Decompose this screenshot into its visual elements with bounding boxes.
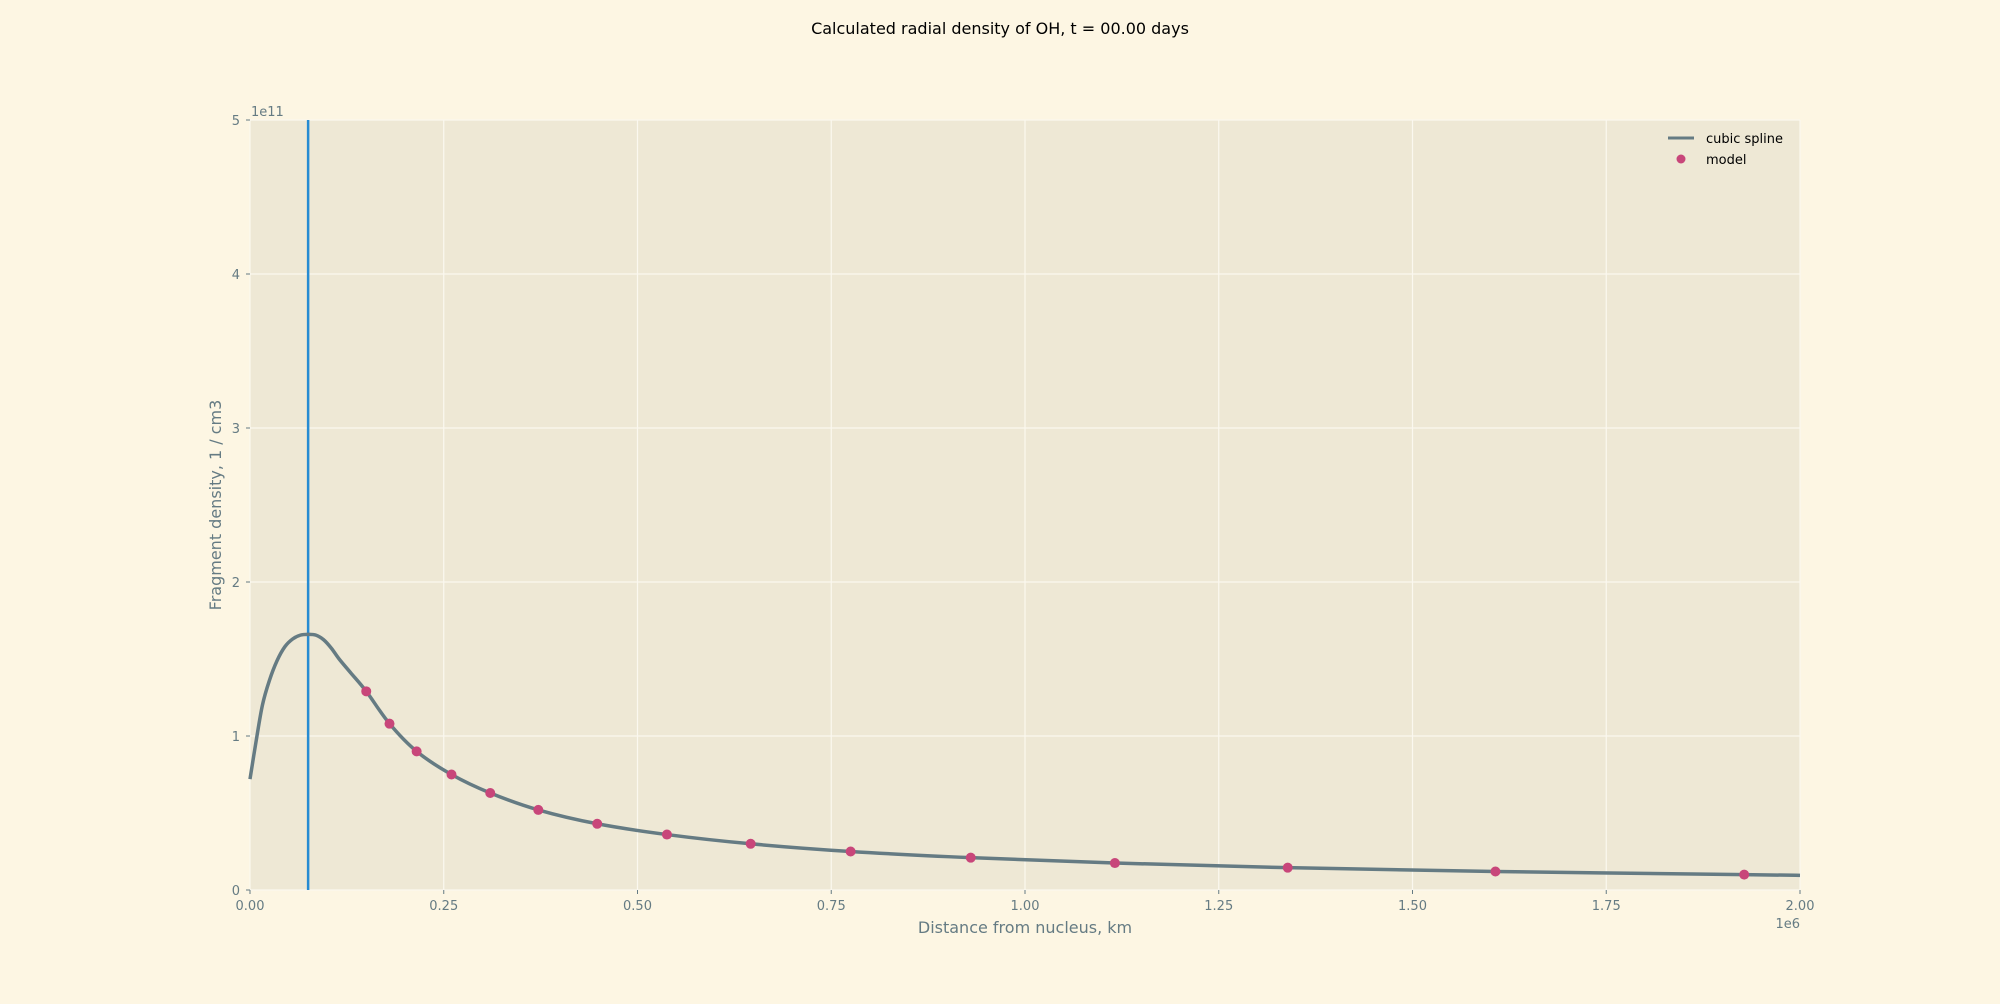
legend-label-model: model	[1706, 153, 1746, 168]
y-tick-label: 4	[232, 268, 240, 283]
chart-title: Calculated radial density of OH, t = 00.…	[811, 19, 1189, 38]
model-data-point	[361, 686, 372, 697]
y-tick-label: 0	[232, 884, 240, 899]
x-axis-label: Distance from nucleus, km	[918, 918, 1132, 937]
x-tick-label: 1.00	[1011, 899, 1040, 914]
model-data-point	[384, 718, 395, 729]
x-tick-label: 1.75	[1592, 899, 1621, 914]
x-tick-label: 0.50	[623, 899, 652, 914]
legend: cubic spline model	[1668, 132, 1783, 168]
model-data-point	[1739, 869, 1750, 880]
legend-marker-swatch	[1676, 154, 1686, 164]
y-axis-label: Fragment density, 1 / cm3	[206, 400, 225, 611]
model-data-point	[745, 838, 756, 849]
model-data-point	[1490, 866, 1501, 877]
model-data-point	[485, 787, 496, 798]
model-data-point	[965, 852, 976, 863]
x-tick-label: 0.75	[817, 899, 846, 914]
x-offset-label: 1e6	[1775, 917, 1800, 932]
legend-label-spline: cubic spline	[1706, 132, 1783, 147]
model-data-point	[661, 829, 672, 840]
y-tick-label: 5	[232, 114, 240, 129]
x-tick-label: 1.25	[1204, 899, 1233, 914]
model-data-point	[411, 746, 422, 757]
model-data-point	[592, 818, 603, 829]
model-data-point	[1282, 862, 1293, 873]
y-tick-label: 3	[232, 422, 240, 437]
y-offset-label: 1e11	[251, 105, 284, 120]
model-data-point	[845, 846, 856, 857]
series-line-cubic-spline	[248, 632, 1801, 878]
y-tick-label: 2	[232, 576, 240, 591]
x-tick-label: 0.25	[429, 899, 458, 914]
model-data-point	[446, 769, 457, 780]
model-data-point	[533, 804, 544, 815]
x-tick-label: 1.50	[1398, 899, 1427, 914]
x-tick-label: 0.00	[236, 899, 265, 914]
y-tick-label: 1	[232, 730, 240, 745]
model-data-point	[1109, 858, 1120, 869]
x-tick-label: 2.00	[1786, 899, 1815, 914]
axes: 0.00 0.25 0.50 0.75 1.00 1.25 1.50 1.75 2.00 0 1 2 3…	[232, 114, 1815, 914]
data-marks	[248, 120, 1801, 890]
